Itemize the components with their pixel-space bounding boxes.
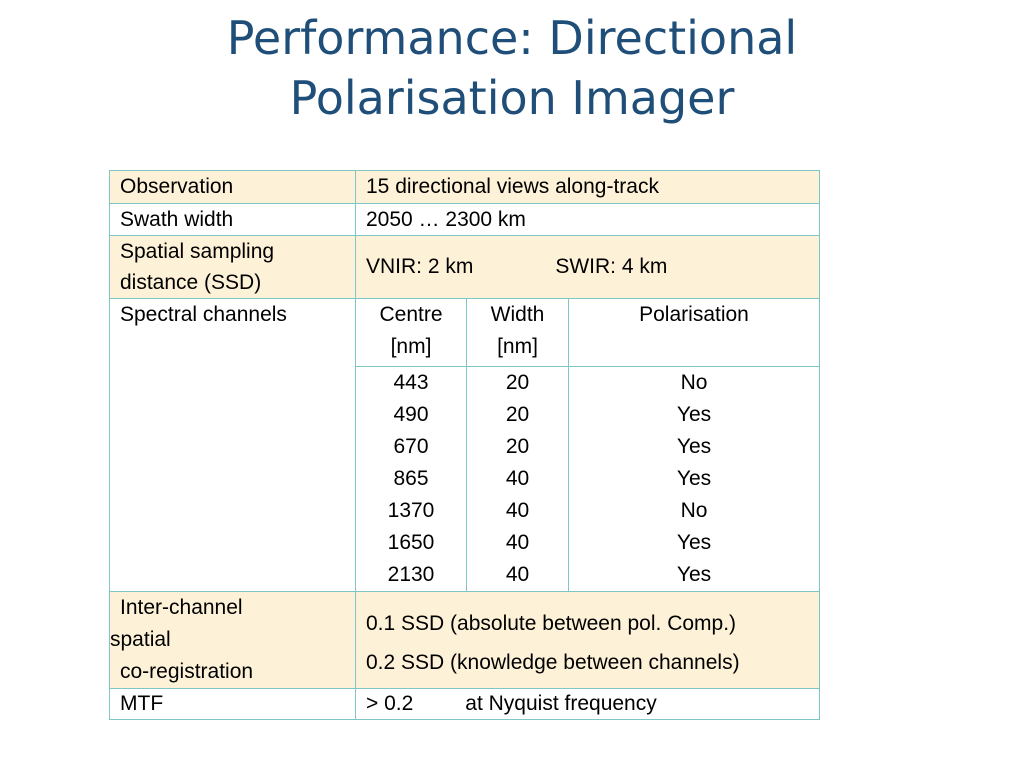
channel-polarisation: Yes — [676, 403, 712, 426]
channel-width-column: 20 20 20 40 40 40 40 — [466, 366, 569, 592]
ssd-label-line-1: Spatial sampling — [120, 240, 275, 263]
coreg-label-line-2: spatial — [110, 628, 171, 651]
coreg-value-line-2: 0.2 SSD (knowledge between channels) — [366, 651, 740, 674]
channel-centre: 490 — [393, 403, 429, 426]
channel-width: 20 — [505, 403, 530, 426]
ssd-label: Spatial sampling distance (SSD) — [109, 235, 356, 299]
header-centre-line-2: [nm] — [390, 335, 432, 358]
header-centre: Centre [nm] — [355, 298, 467, 367]
mtf-value-note: at Nyquist frequency — [465, 692, 657, 715]
ssd-value: VNIR: 2 km SWIR: 4 km — [355, 235, 820, 299]
table-row-observation: Observation 15 directional views along-t… — [109, 170, 820, 204]
table-row-ssd: Spatial sampling distance (SSD) VNIR: 2 … — [109, 235, 820, 299]
spectral-label: Spectral channels — [109, 298, 356, 592]
channel-centre: 1650 — [387, 531, 435, 554]
channel-polarisation: Yes — [676, 563, 712, 586]
channel-polarisation: Yes — [676, 467, 712, 490]
channel-centre: 2130 — [387, 563, 435, 586]
channel-polarisation: Yes — [676, 531, 712, 554]
header-width-line-1: Width — [490, 303, 545, 326]
table-row-spectral-channels: 443 490 670 865 1370 1650 2130 20 20 20 … — [110, 366, 820, 592]
swath-value: 2050 … 2300 km — [355, 203, 820, 236]
ssd-swir: SWIR: 4 km — [555, 255, 668, 278]
observation-value: 15 directional views along-track — [355, 170, 820, 204]
table-row-swath: Swath width 2050 … 2300 km — [109, 203, 820, 236]
channel-width: 40 — [505, 563, 530, 586]
channel-centre: 865 — [393, 467, 429, 490]
channel-polarisation: No — [680, 499, 708, 522]
mtf-label: MTF — [109, 688, 356, 720]
mtf-value-main: > 0.2 — [366, 692, 414, 715]
header-polarisation-text: Polarisation — [639, 303, 749, 326]
coreg-label-line-1: Inter-channel — [120, 596, 243, 619]
swath-label: Swath width — [109, 203, 356, 236]
observation-label: Observation — [109, 170, 356, 204]
header-width: Width [nm] — [466, 298, 569, 367]
ssd-label-line-2: distance (SSD) — [120, 271, 262, 294]
channel-centre-column: 443 490 670 865 1370 1650 2130 — [355, 366, 467, 592]
header-width-line-2: [nm] — [497, 335, 538, 358]
performance-table: Observation 15 directional views along-t… — [109, 170, 820, 720]
mtf-value: > 0.2 at Nyquist frequency — [355, 688, 820, 720]
channel-width: 40 — [505, 531, 530, 554]
channel-width: 20 — [505, 371, 530, 394]
slide-title-line-1: Performance: Directional — [226, 11, 798, 65]
channel-centre: 443 — [393, 371, 429, 394]
ssd-vnir: VNIR: 2 km — [366, 255, 474, 278]
slide-title: Performance: Directional Polarisation Im… — [0, 8, 1024, 128]
header-polarisation: Polarisation — [568, 298, 820, 367]
spectral-label-text: Spectral channels — [120, 303, 287, 326]
channel-centre: 670 — [393, 435, 429, 458]
channel-polarisation: Yes — [676, 435, 712, 458]
channel-width: 40 — [505, 499, 530, 522]
slide-title-line-2: Polarisation Imager — [289, 71, 735, 125]
coreg-value: 0.1 SSD (absolute between pol. Comp.) 0.… — [355, 591, 820, 689]
coreg-label-line-3: co-registration — [120, 660, 254, 683]
coreg-value-line-1: 0.1 SSD (absolute between pol. Comp.) — [366, 612, 737, 635]
channel-centre: 1370 — [387, 499, 435, 522]
channel-width: 20 — [505, 435, 530, 458]
coreg-label: Inter-channel spatial co-registration — [109, 591, 356, 689]
table-row-spectral-header: Spectral channels Centre [nm] Width [nm]… — [109, 298, 820, 592]
channel-polarisation: No — [680, 371, 708, 394]
channel-polarisation-column: No Yes Yes Yes No Yes Yes — [568, 366, 820, 592]
table-row-mtf: MTF > 0.2 at Nyquist frequency — [109, 688, 820, 720]
channel-width: 40 — [505, 467, 530, 490]
header-centre-line-1: Centre — [379, 303, 443, 326]
table-row-coregistration: Inter-channel spatial co-registration 0.… — [109, 591, 820, 689]
